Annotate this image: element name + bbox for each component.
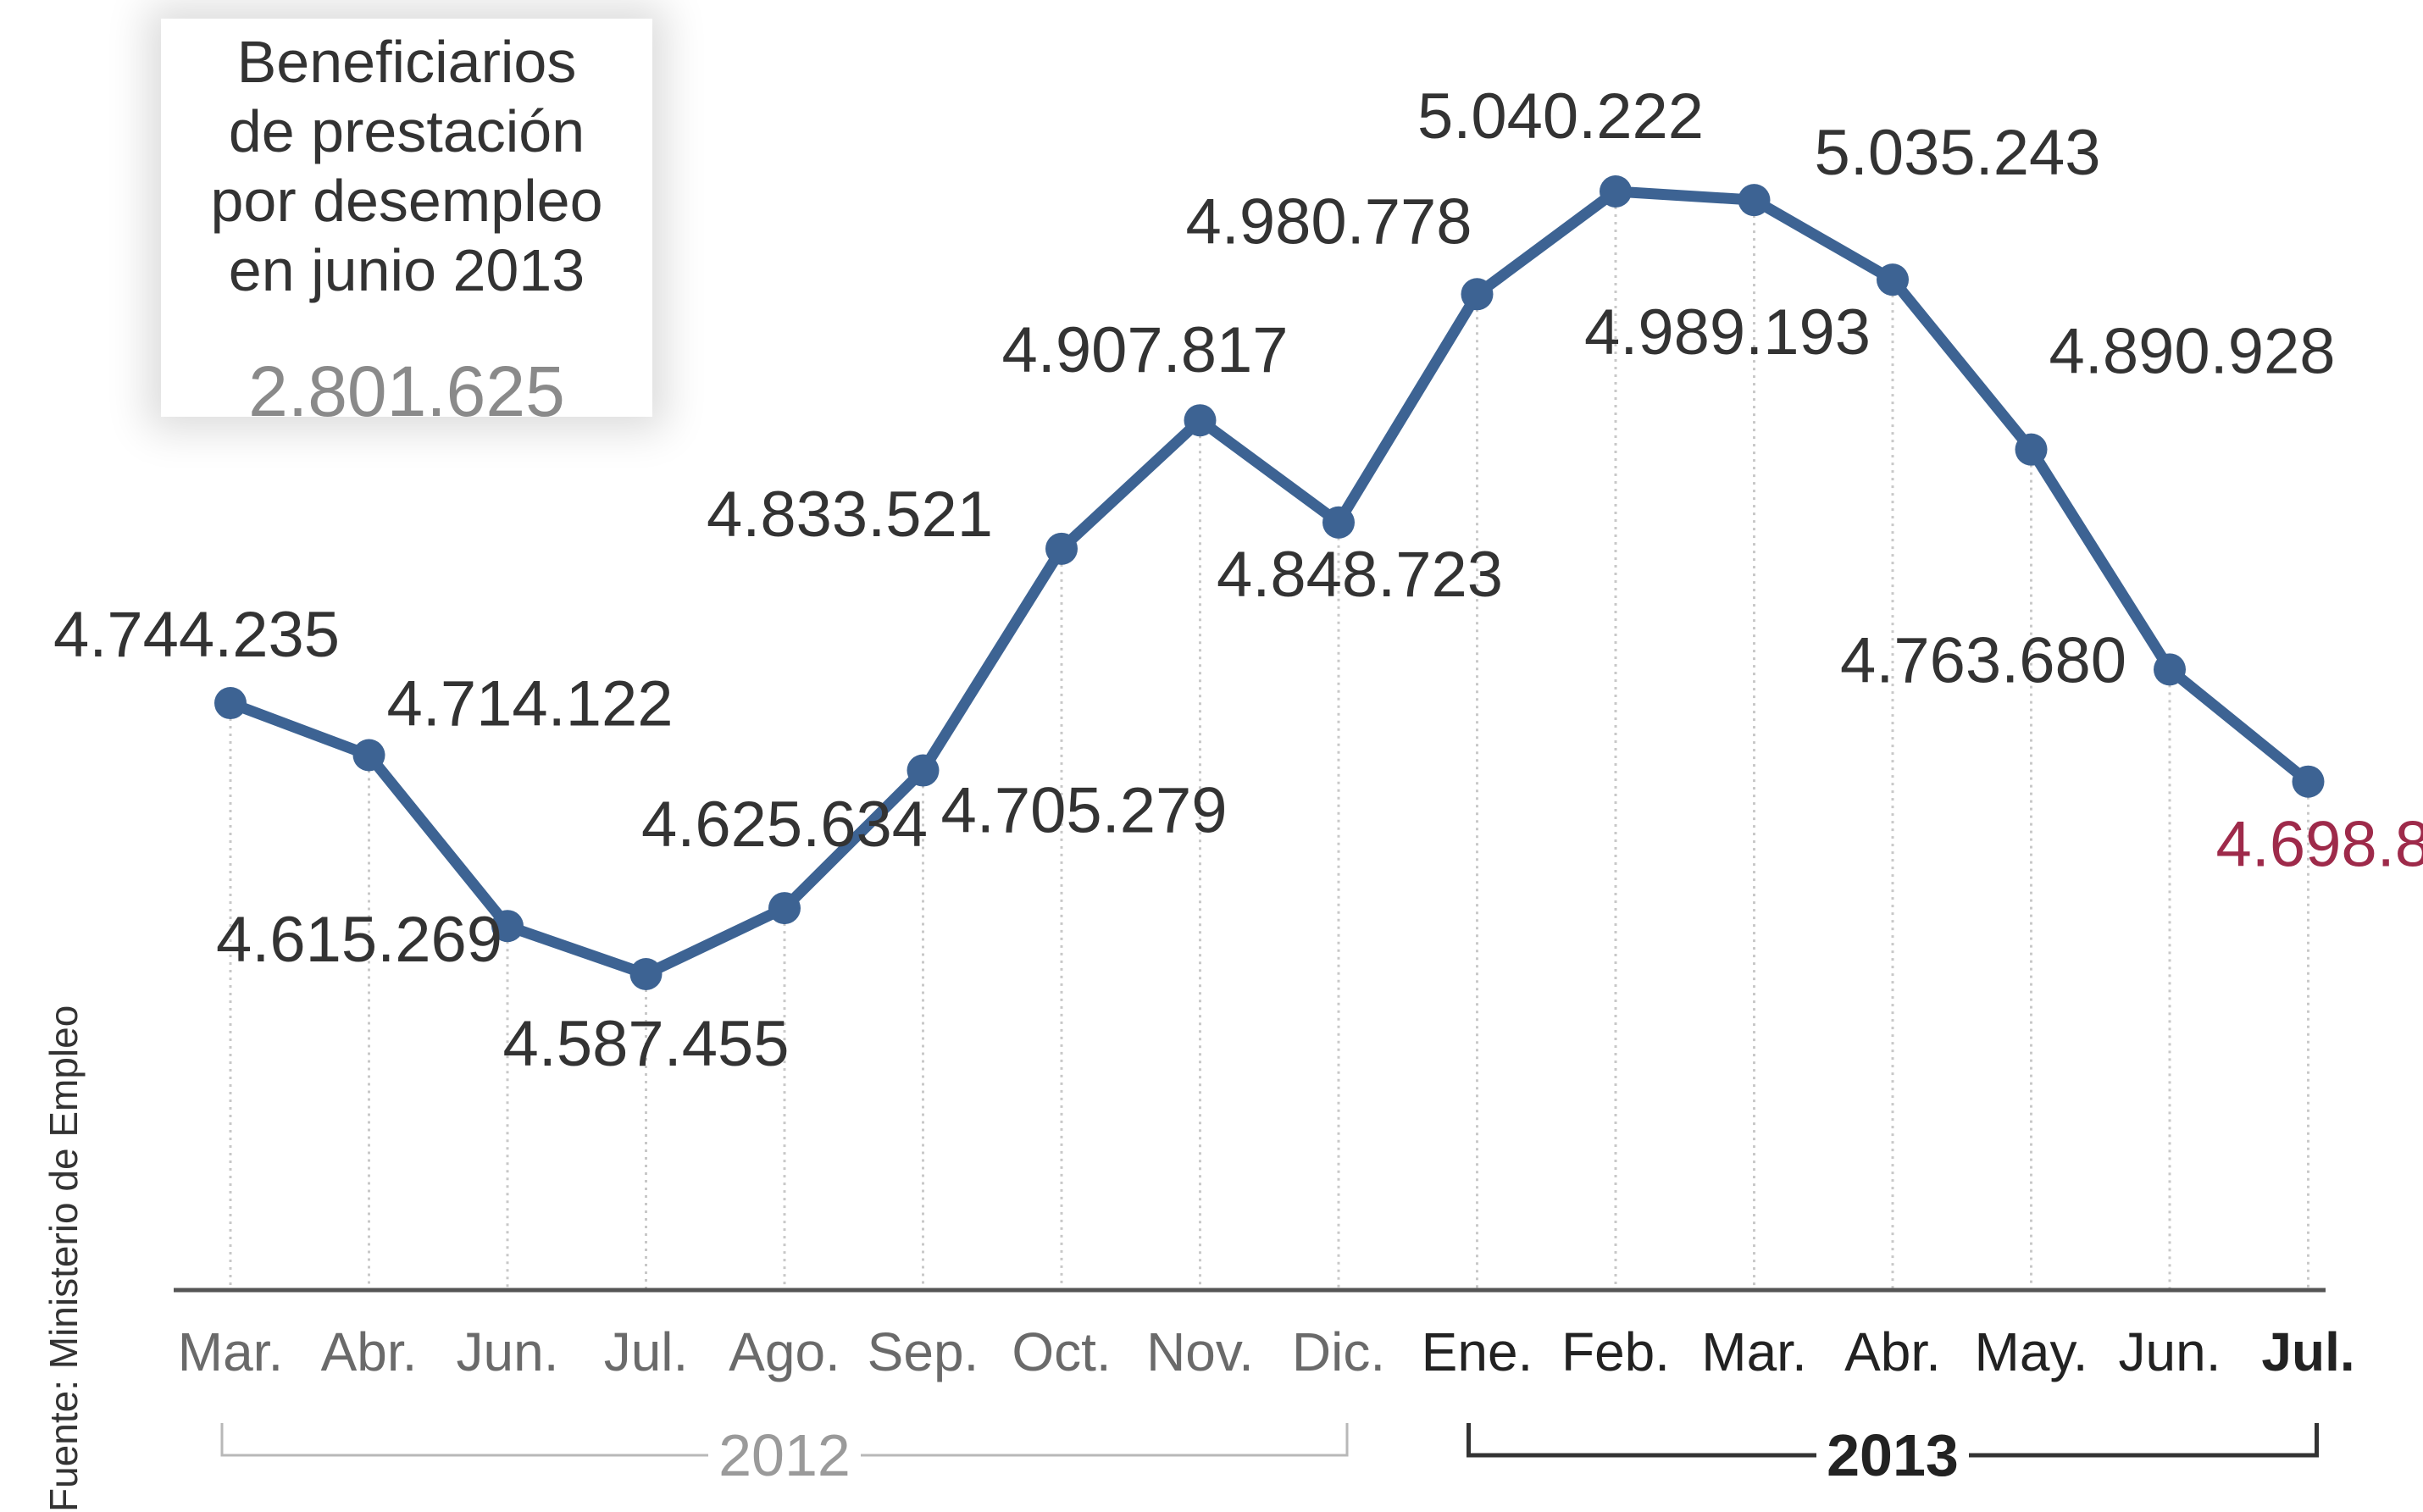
data-label: 4.615.269 [216,904,502,976]
data-point [214,687,247,720]
year-bracket [220,1423,708,1457]
data-label: 4.625.634 [641,789,928,861]
data-point [1184,404,1217,437]
data-point [1322,506,1355,539]
data-label: 4.705.279 [940,775,1227,847]
x-tick-label: Mar. [1701,1321,1806,1382]
data-label: 4.698.814 [2215,809,2423,881]
x-tick-label: Abr. [321,1321,418,1382]
data-label: 4.980.778 [1185,186,1472,258]
data-point [352,739,385,772]
x-tick-label: Nov. [1146,1321,1254,1382]
x-tick-label: May. [1975,1321,2088,1382]
x-tick-label: Mar. [178,1321,283,1382]
data-point [2292,765,2325,798]
year-label: 2012 [718,1422,851,1488]
x-tick-label: Jul. [2261,1321,2354,1382]
x-tick-label: Jun. [2119,1321,2221,1382]
data-point [1877,263,1909,296]
x-tick-label: Ene. [1422,1321,1533,1382]
year-label: 2013 [1827,1422,1959,1488]
series-line [225,186,2314,980]
data-label: 4.890.928 [2049,316,2335,388]
data-point [768,892,801,925]
data-point [1461,278,1494,311]
year-bracket [1467,1423,1816,1458]
callout-title: Beneficiarios de prestación por desemple… [210,29,603,303]
x-tick-label: Abr. [1844,1321,1941,1382]
data-point [1738,184,1771,217]
x-tick-label: Jun. [457,1321,559,1382]
data-label: 5.040.222 [1417,80,1704,152]
data-point [491,910,524,943]
x-tick-label: Jul. [604,1321,689,1382]
data-label: 4.848.723 [1217,539,1503,611]
x-tick-label: Ago. [729,1321,840,1382]
x-tick-label: Sep. [868,1321,979,1382]
data-label: 5.035.243 [1814,117,2100,189]
data-point [2015,433,2048,466]
data-label: 4.587.455 [502,1008,789,1080]
summary-callout: Beneficiarios de prestación por desemple… [161,19,652,431]
x-tick-label: Oct. [1012,1321,1111,1382]
data-point [1600,175,1632,208]
data-point [629,958,663,990]
x-tick-label: Feb. [1561,1321,1670,1382]
data-label: 4.989.193 [1584,296,1871,368]
data-label: 4.714.122 [386,667,673,739]
data-point [907,754,940,787]
data-point [1045,532,1078,565]
data-label: 4.744.235 [53,599,340,671]
year-bracket [1969,1423,2319,1458]
data-label: 4.763.680 [1840,624,2126,696]
callout-value: 2.801.625 [248,352,565,431]
data-label: 4.907.817 [1001,314,1288,386]
year-bracket [861,1423,1349,1457]
data-label: 4.833.521 [707,479,993,551]
x-tick-label: Dic. [1292,1321,1385,1382]
data-point [2154,653,2186,686]
